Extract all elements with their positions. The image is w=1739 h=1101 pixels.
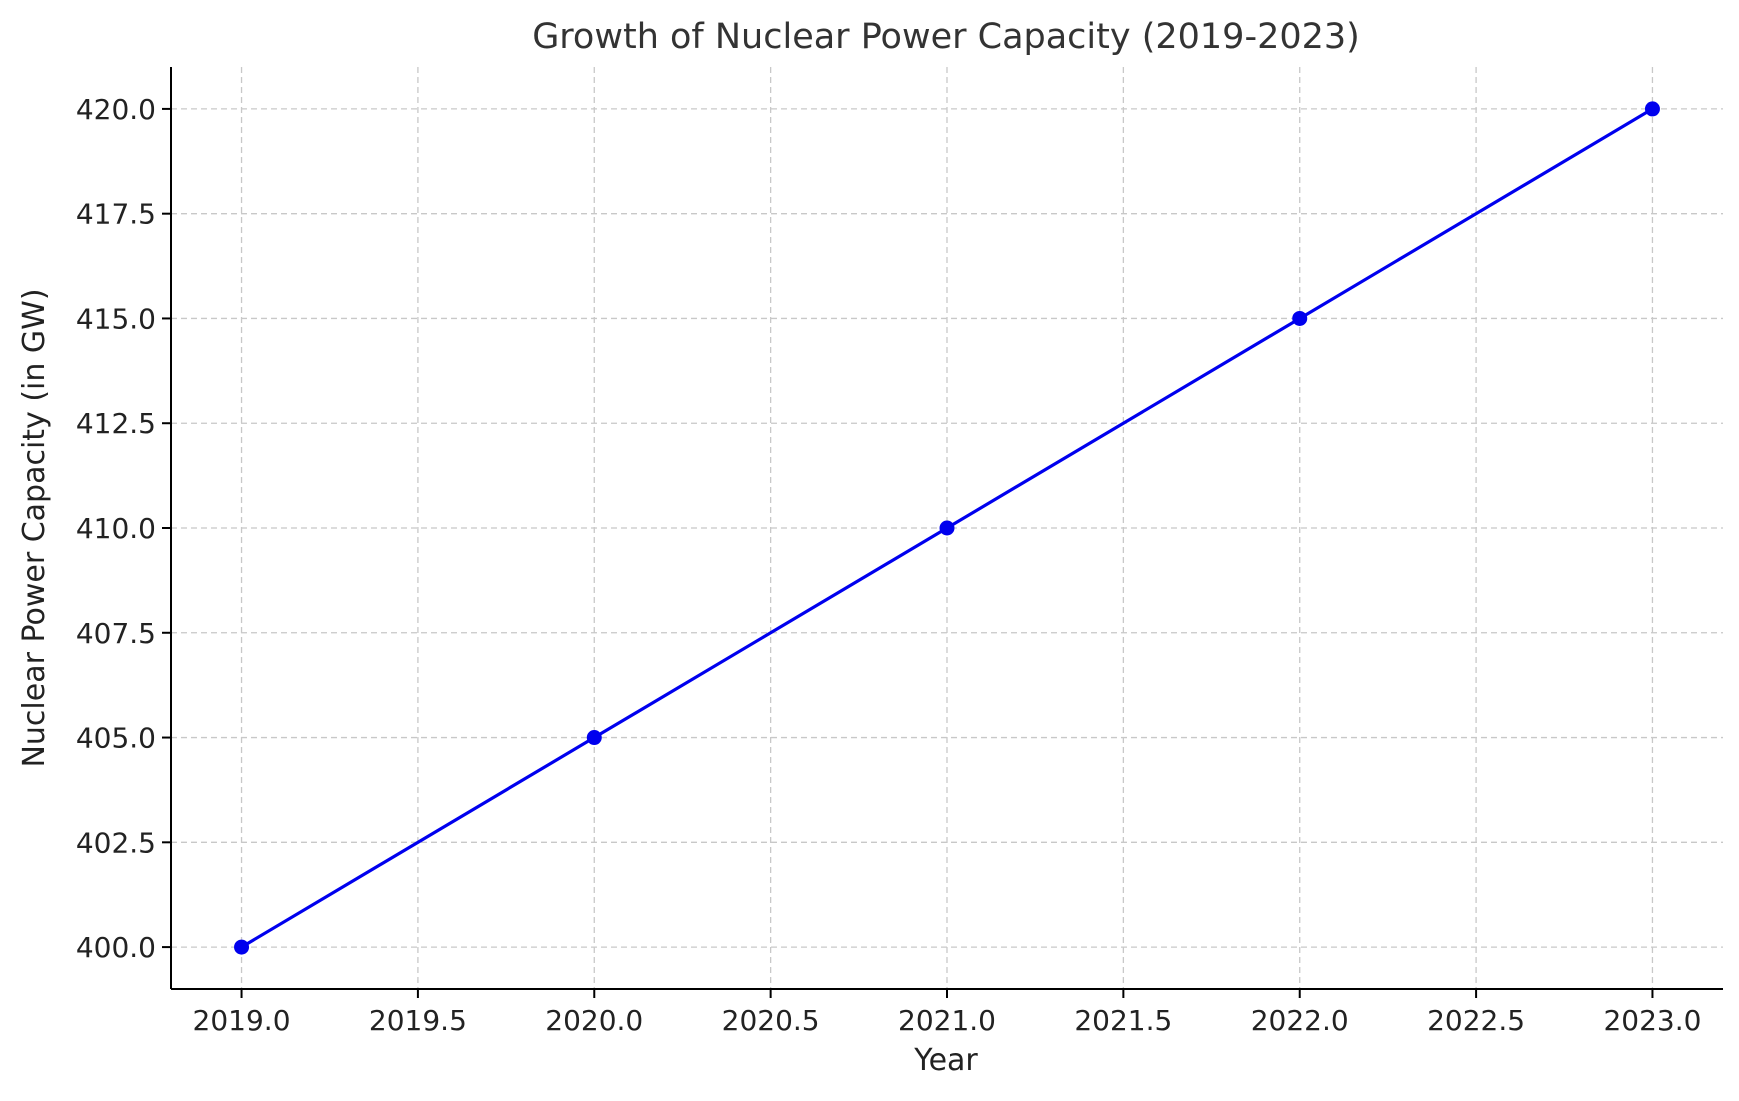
y-tick-label: 415.0 [76, 302, 156, 335]
x-tick-label: 2022.5 [1427, 1004, 1525, 1037]
data-point-marker [234, 939, 250, 955]
y-tick-label: 412.5 [76, 407, 156, 440]
y-axis-label: Nuclear Power Capacity (in GW) [17, 288, 52, 767]
data-point-marker [586, 730, 602, 746]
chart-title: Growth of Nuclear Power Capacity (2019-2… [532, 17, 1360, 57]
data-point-marker [939, 520, 955, 536]
y-axis-ticks: 400.0 402.5 405.0 407.5 410.0 412.5 415.0 417.5… [76, 93, 171, 964]
x-tick-label: 2022.0 [1251, 1004, 1349, 1037]
data-point-marker [1292, 310, 1308, 326]
grid [171, 67, 1723, 989]
x-axis-label: Year [913, 1043, 978, 1078]
y-tick-label: 420.0 [76, 93, 156, 126]
x-tick-label: 2023.0 [1603, 1004, 1701, 1037]
x-tick-label: 2020.5 [722, 1004, 820, 1037]
y-tick-label: 410.0 [76, 512, 156, 545]
y-tick-label: 417.5 [76, 198, 156, 231]
data-point-marker [1644, 101, 1660, 117]
y-tick-label: 405.0 [76, 722, 156, 755]
y-tick-label: 402.5 [76, 826, 156, 859]
x-tick-label: 2019.5 [369, 1004, 467, 1037]
x-tick-label: 2021.5 [1074, 1004, 1172, 1037]
x-tick-label: 2020.0 [545, 1004, 643, 1037]
x-tick-label: 2021.0 [898, 1004, 996, 1037]
series-layer [234, 101, 1660, 955]
y-tick-label: 407.5 [76, 617, 156, 650]
y-tick-label: 400.0 [76, 931, 156, 964]
x-axis-ticks: 2019.0 2019.5 2020.0 2020.5 2021.0 2021.5 2022… [193, 989, 1701, 1037]
x-tick-label: 2019.0 [193, 1004, 291, 1037]
